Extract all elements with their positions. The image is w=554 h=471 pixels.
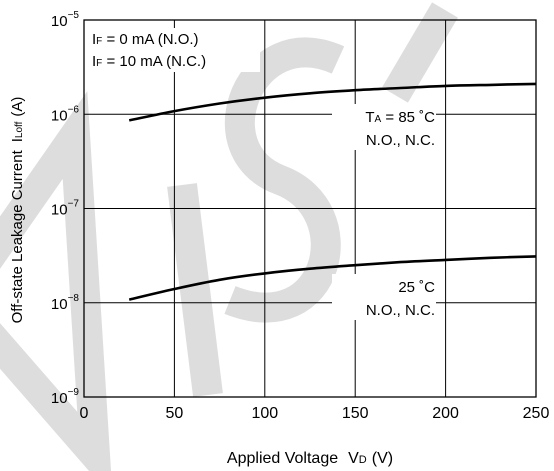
- series-label-85c-background: [332, 104, 436, 150]
- series-label-25c-background: [332, 274, 436, 320]
- watermark: [0, 2, 458, 471]
- condition-line-2: IF = 10 mA (N.C.): [92, 53, 206, 70]
- x-tick-label: 100: [251, 405, 278, 422]
- series-line-1: [128, 255, 537, 301]
- condition-annotation: IF = 0 mA (N.O.) IF = 10 mA (N.C.): [90, 28, 260, 72]
- series-label-25c: 25 ˚C N.O., N.C.: [332, 274, 436, 320]
- plot-frame: [83, 19, 537, 398]
- plot-frame-layer: [83, 19, 537, 398]
- y-tick-label: 10−8: [51, 293, 80, 313]
- x-tick-label: 250: [523, 405, 550, 422]
- y-tick-label: 10−5: [51, 10, 80, 30]
- condition-line-1: IF = 0 mA (N.O.): [92, 31, 199, 48]
- y-tick-label: 10−9: [51, 387, 80, 407]
- x-axis-title: Applied Voltage VD (V): [227, 450, 393, 467]
- y-tick-label: 10−7: [51, 199, 80, 219]
- series-label-85c-line-2: N.O., N.C.: [366, 132, 435, 149]
- watermark-letter-d: [0, 91, 112, 471]
- series-label-25c-line-2: N.O., N.C.: [366, 302, 435, 319]
- x-tick-label: 0: [80, 405, 89, 422]
- watermark-letter-i: [167, 183, 223, 397]
- x-tick-label: 200: [432, 405, 459, 422]
- series-label-85c-line-1: TA = 85 ˚C: [365, 109, 435, 126]
- x-tick-label: 150: [342, 405, 369, 422]
- y-tick-label: 10−6: [51, 104, 80, 124]
- x-tick-label: 50: [166, 405, 184, 422]
- condition-background: [90, 28, 260, 72]
- series-label-25c-line-1: 25 ˚C: [398, 279, 435, 296]
- series-layer: [128, 82, 537, 301]
- tick-label-layer: 0 50 100 150 200 250 10−9 10−8 10−7 10−6 10−5: [51, 10, 550, 422]
- watermark-letter-c: [382, 2, 458, 103]
- watermark-letter-s: [224, 37, 345, 323]
- y-axis-title: Off-state Leakage CurrentILoff(A): [9, 97, 26, 324]
- series-label-85c: TA = 85 ˚C N.O., N.C.: [332, 104, 436, 150]
- series-line-0: [128, 82, 537, 122]
